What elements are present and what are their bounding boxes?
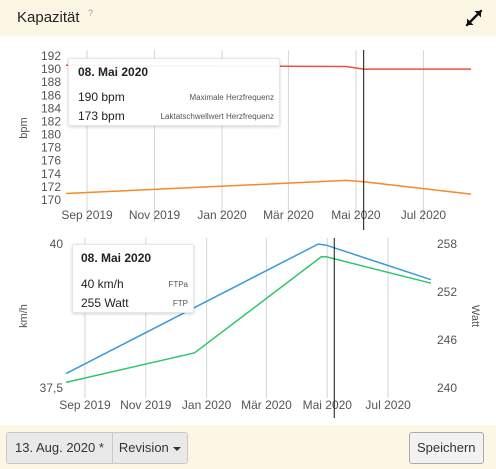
x-tick-label: Mai 2020 [303, 398, 353, 412]
tooltip-value: 255 Watt [81, 296, 129, 310]
x-tick-label: Nov 2019 [120, 398, 172, 412]
y-right-tick-label: 252 [437, 285, 457, 299]
x-tick-label: Jul 2020 [401, 208, 447, 222]
expand-arrows-icon[interactable] [464, 8, 484, 28]
y-right-tick-label: 246 [437, 333, 457, 347]
heart-rate-chart[interactable]: Sep 2019 Nov 2019 Jan 2020 Mär 2020 Mai 2020… [0, 36, 496, 232]
y-tick-label: 180 [41, 128, 61, 142]
tooltip-label: FTP [172, 299, 188, 308]
y-axis-title: km/h [18, 304, 30, 328]
ftp-tooltip: 08. Mai 2020 40 km/h FTPa 255 Watt FTP [72, 244, 194, 313]
tooltip-value: 40 km/h [81, 277, 124, 291]
heart-rate-tooltip: 08. Mai 2020 190 bpm Maximale Herzfreque… [68, 58, 280, 126]
tooltip-date: 08. Mai 2020 [81, 251, 152, 265]
x-tick-label: Jan 2020 [197, 208, 247, 222]
panel-footer: 13. Aug. 2020 * Revision Speichern [0, 425, 496, 469]
y-right-tick-label: 240 [437, 381, 457, 395]
y-tick-label: 37,5 [40, 381, 64, 395]
y-tick-label: 184 [41, 101, 61, 115]
date-button[interactable]: 13. Aug. 2020 * [7, 433, 113, 463]
tooltip-date: 08. Mai 2020 [78, 65, 149, 79]
y-tick-label: 176 [41, 154, 61, 168]
x-tick-label: Nov 2019 [129, 208, 181, 222]
tooltip-value: 173 bpm [78, 109, 125, 123]
y-tick-label: 172 [41, 180, 61, 194]
y-right-tick-label: 258 [437, 237, 457, 251]
x-tick-label: Mai 2020 [331, 208, 381, 222]
x-tick-label: Sep 2019 [59, 398, 111, 412]
tooltip-label: Laktatschwellwert Herzfrequenz [160, 112, 274, 121]
tooltip-label: Maximale Herzfrequenz [189, 93, 274, 102]
y-tick-label: 182 [41, 114, 61, 128]
x-tick-label: Jul 2020 [365, 398, 411, 412]
y-tick-label: 178 [41, 141, 61, 155]
revision-dropdown[interactable]: Revision [112, 433, 187, 463]
save-button[interactable]: Speichern [409, 432, 484, 464]
chevron-down-icon [172, 446, 181, 451]
panel-title: Kapazität [17, 9, 80, 26]
y-tick-label: 40 [50, 237, 64, 251]
x-tick-label: Mär 2020 [263, 208, 314, 222]
help-icon[interactable]: ? [88, 8, 94, 18]
x-tick-label: Mär 2020 [241, 398, 292, 412]
series-line [65, 179, 472, 195]
x-tick-label: Sep 2019 [61, 208, 113, 222]
x-tick-label: Jan 2020 [182, 398, 232, 412]
y-tick-label: 190 [41, 62, 61, 76]
panel-header: Kapazität ? [0, 0, 496, 36]
ftp-chart[interactable]: Sep 2019 Nov 2019 Jan 2020 Mär 2020 Mai 2020… [0, 232, 496, 425]
y-tick-label: 186 [41, 88, 61, 102]
tooltip-label: FTPa [168, 280, 188, 289]
y-tick-label: 174 [41, 167, 61, 181]
y-tick-label: 188 [41, 75, 61, 89]
y-tick-label: 170 [41, 193, 61, 207]
tooltip-value: 190 bpm [78, 90, 125, 104]
y-tick-label: 192 [41, 49, 61, 63]
series-line [65, 256, 432, 384]
date-button-group: 13. Aug. 2020 * Revision [6, 432, 188, 464]
y-axis-title: bpm [18, 117, 30, 138]
revision-label: Revision [118, 440, 169, 455]
y-right-axis-title: Watt [469, 305, 481, 327]
